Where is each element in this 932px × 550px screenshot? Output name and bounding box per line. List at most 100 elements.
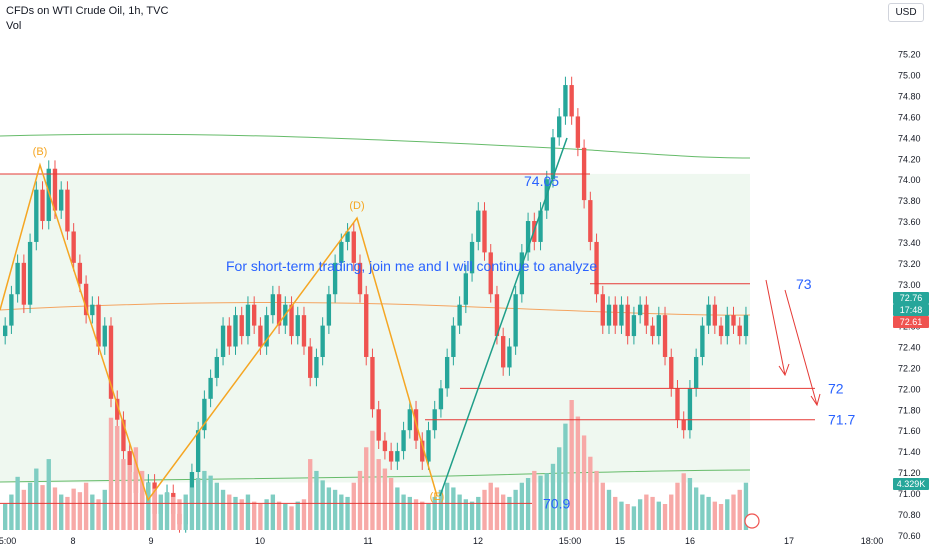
volume-bar [202,470,207,530]
volume-bar [388,478,394,530]
volume-bar [606,489,612,530]
volume-bar [575,416,581,530]
candle-body [3,325,8,337]
y-tick-label: 75.00 [898,71,921,81]
candle-body [563,85,568,117]
volume-bar [227,494,232,530]
candle-body [557,116,562,138]
volume-bar [345,496,350,530]
volume-bar [457,494,462,530]
candle-body [270,294,276,316]
volume-bar [258,504,263,530]
candle-body [650,325,655,337]
candle-body [538,210,543,242]
y-tick-label: 75.20 [898,50,921,60]
candle-body [370,356,375,410]
x-tick-label: 17 [784,536,794,546]
candle-body [227,325,232,347]
volume-bar [252,501,257,530]
wave-pattern-line [0,162,438,502]
candle-body [451,325,456,357]
forecast-arrow-2 [784,289,818,406]
candle-body [252,304,257,326]
y-tick-label: 73.80 [898,196,921,206]
volume-bar [525,478,531,530]
price-axis-bg [885,0,932,550]
candle-body [34,189,39,242]
candle-body [102,325,107,347]
candle-body [202,398,207,431]
candle-body [121,419,126,452]
candle-body [625,304,630,337]
candle-body [613,304,618,326]
volume-bar [382,468,388,530]
volume-bar [650,496,655,530]
volume-bar [681,473,686,530]
candle-body [332,262,338,295]
volume-bar [631,506,637,530]
y-tick-label: 71.20 [898,468,921,478]
chart-title: CFDs on WTI Crude Oil, 1h, TVC [6,5,169,17]
volume-bar [712,501,718,530]
candle-body [9,294,14,326]
candle-body [264,315,269,347]
volume-bar [501,494,506,530]
y-tick-label: 72.40 [898,343,921,353]
annotation-text: For short-term trading, join me and I wi… [226,258,598,274]
level-label-72: 72 [828,380,844,396]
y-tick-label: 73.20 [898,259,921,269]
volume-bar [27,482,33,530]
volume-bar [438,489,444,530]
candle-body [27,241,33,305]
pattern-label-d: (D) [349,200,364,212]
candle-body [463,273,469,305]
candle-body [214,356,220,378]
pattern-label-e: (E) [430,491,445,503]
volume-bar [158,494,163,530]
volume-bar [239,499,244,530]
candle-body [712,304,718,326]
volume-bar [301,499,307,530]
candle-body [469,241,475,274]
volume-bar [737,489,742,530]
candle-body [407,409,412,431]
candle-body [65,189,70,232]
volume-label: Vol [6,20,22,32]
volume-bar [725,499,730,530]
candle-body [21,262,27,305]
candle-body [687,388,693,431]
candle-body [326,294,332,326]
candle-body [519,252,525,295]
volume-bar [594,470,599,530]
volume-bar [133,447,139,530]
volume-bar [3,504,8,530]
volume-bar [625,504,630,530]
volume-bar [21,489,27,530]
volume-bar [637,499,643,530]
candle-body [71,231,76,263]
last-price-badge-bg [893,292,929,304]
upper-band-line [0,133,751,159]
candle-body [59,189,64,211]
candle-body [438,388,444,410]
last-price-badge: 72.76 [900,293,923,303]
volume-bar [519,482,525,530]
candle-body [588,200,593,242]
y-tick-label: 70.60 [898,531,921,541]
countdown-badge-bg [893,304,929,316]
candle-body [364,294,369,357]
candle-body [395,451,400,462]
volume-bar [557,447,562,530]
volume-bar [332,489,338,530]
volume-bar [40,485,45,530]
countdown-badge: 17:48 [900,305,923,315]
volume-bar [581,435,587,530]
volume-bar [34,468,39,530]
currency-button[interactable]: USD [888,3,924,22]
volume-bar [139,470,145,530]
volume-bar [507,496,512,530]
volume-bar [550,463,556,530]
level-label-73: 73 [796,276,812,292]
candle-body [289,304,294,337]
volume-bar [289,506,294,530]
